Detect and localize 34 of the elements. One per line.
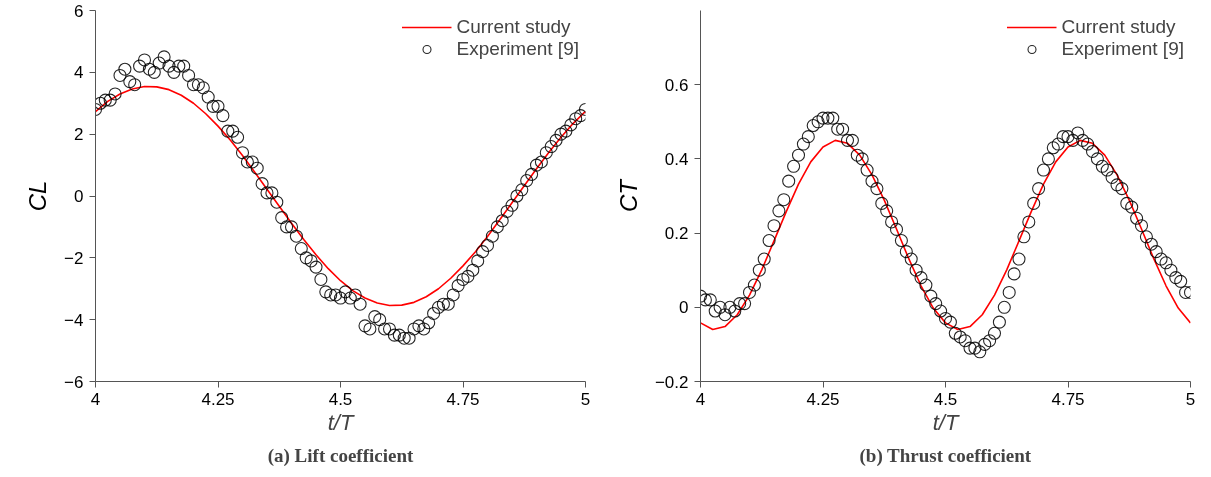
y-axis-title: CT <box>614 177 642 212</box>
y-tick-label: −0.2 <box>654 372 689 392</box>
text: (a) Lift coefficient <box>267 444 414 467</box>
legend-label: Experiment [9] <box>1061 38 1184 60</box>
x-tick-label: 4 <box>90 389 101 409</box>
x-tick-label: 5 <box>580 389 591 409</box>
y-tick-label: 0 <box>74 187 84 206</box>
line-series <box>700 139 1191 331</box>
x-tick-label: 4.25 <box>201 389 235 409</box>
x-tick-label: 4 <box>695 389 706 409</box>
y-tick-label: −4 <box>64 310 84 330</box>
x-tick-label: 5 <box>1185 389 1196 409</box>
x-tick-label: 4.75 <box>446 389 480 409</box>
x-axis-title: t/T <box>327 409 355 435</box>
line-series <box>95 85 586 307</box>
y-tick-label: −6 <box>64 372 84 392</box>
y-axis-title: CL <box>24 180 52 212</box>
x-tick-label: 4.25 <box>806 389 840 409</box>
y-tick-label: 0.4 <box>664 149 689 169</box>
text: (b) Thrust coefficient <box>859 444 1032 467</box>
legend-label: Current study <box>1061 16 1176 38</box>
x-axis-title: t/T <box>932 409 960 435</box>
legend-label: Current study <box>456 16 571 38</box>
y-tick-label: 0 <box>679 298 689 318</box>
y-tick-label: 2 <box>74 125 84 145</box>
y-tick-label: 6 <box>74 1 84 21</box>
legend-label: Experiment [9] <box>456 38 579 60</box>
x-tick-label: 4.5 <box>933 389 958 409</box>
y-tick-label: 0.6 <box>664 75 689 95</box>
y-tick-label: 4 <box>74 63 84 83</box>
y-tick-label: −2 <box>64 248 84 268</box>
x-tick-label: 4.75 <box>1051 389 1085 409</box>
x-tick-label: 4.5 <box>328 389 353 409</box>
y-tick-label: 0.2 <box>664 224 689 244</box>
